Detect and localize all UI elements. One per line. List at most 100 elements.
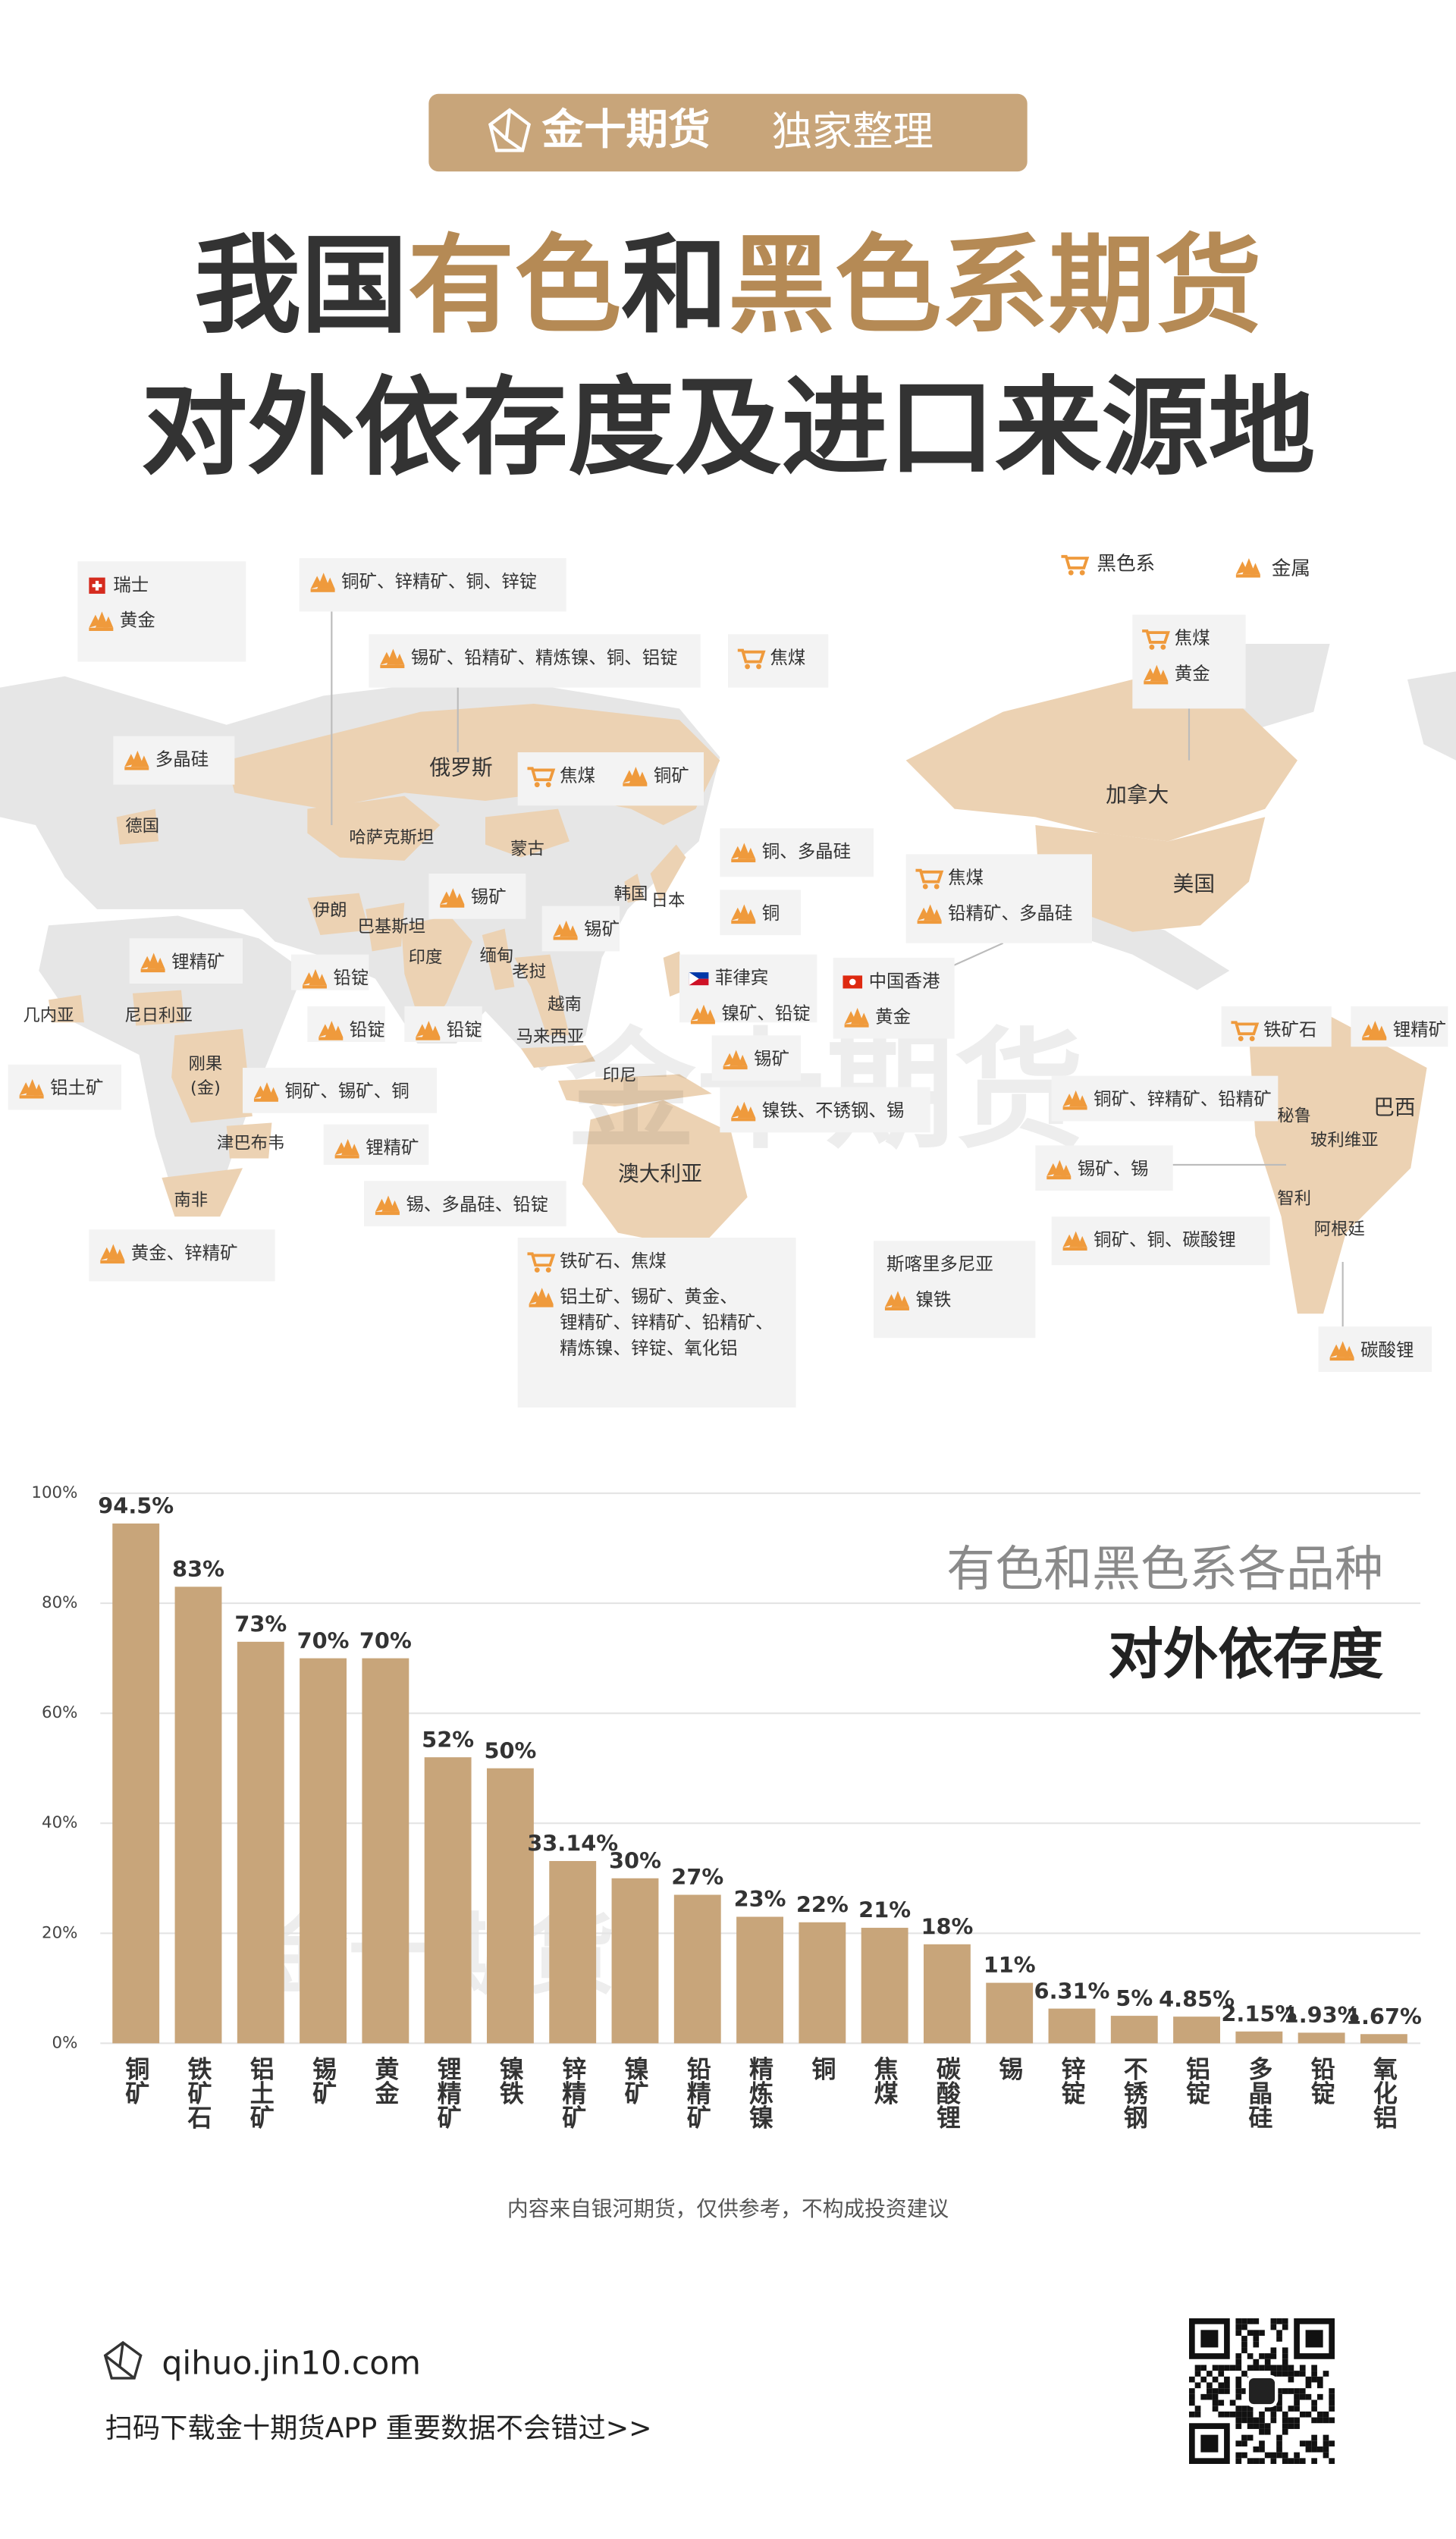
qr-cell xyxy=(1282,2388,1288,2394)
brand: 金十期货 xyxy=(542,106,711,155)
qr-cell xyxy=(1299,2388,1306,2394)
qr-cell xyxy=(1207,2388,1213,2394)
callout: 锡矿、铅精矿、精炼镍、铜、铝锭 xyxy=(369,634,701,688)
qr-cell xyxy=(1235,2452,1242,2459)
flag xyxy=(849,978,856,986)
callout-item: 锡、多晶硅、铅锭 xyxy=(406,1194,548,1215)
qr-cell xyxy=(1241,2440,1247,2446)
qr-cell xyxy=(1270,2411,1277,2418)
qr-cell xyxy=(1264,2359,1271,2365)
qr-finder xyxy=(1188,2423,1230,2465)
callout-title: 瑞士 xyxy=(113,574,149,595)
metal-icon xyxy=(100,1244,125,1264)
qr-cell xyxy=(1329,2406,1335,2412)
qr-cell xyxy=(1224,2365,1230,2371)
callout: 锡矿 xyxy=(428,873,526,919)
icon-part xyxy=(1077,1095,1087,1107)
callout-box xyxy=(243,1067,438,1113)
metal-icon xyxy=(1329,1341,1354,1361)
icon-part xyxy=(637,771,648,783)
qr-cell xyxy=(1282,2417,1288,2424)
icon-part xyxy=(858,1012,869,1025)
icon-part xyxy=(737,1101,751,1119)
qr-cell xyxy=(1218,2371,1225,2377)
icon-part xyxy=(1158,670,1169,682)
qr-cell xyxy=(1282,2371,1288,2377)
legend-label: 黑色系 xyxy=(1097,553,1155,576)
qr-cell xyxy=(1299,2365,1306,2371)
qr-cell xyxy=(1276,2365,1282,2371)
icon-part xyxy=(1142,629,1170,644)
world-map xyxy=(0,644,1456,1314)
qr-cell xyxy=(1235,2423,1242,2429)
qr-cell xyxy=(1218,2388,1225,2394)
qr-cell xyxy=(1264,2452,1271,2459)
qr-cell xyxy=(1270,2458,1277,2465)
qr-cell xyxy=(1212,2388,1219,2394)
flag xyxy=(689,978,709,986)
bar xyxy=(986,1982,1034,2044)
qr-cell xyxy=(1282,2452,1288,2459)
bar xyxy=(736,1916,783,2044)
callout-item: 黄金、锌精矿 xyxy=(131,1242,238,1263)
icon-part xyxy=(253,1098,278,1102)
metal-icon xyxy=(380,648,405,669)
callout-box xyxy=(517,1237,796,1408)
qr-cell xyxy=(1247,2330,1254,2337)
qr-cell xyxy=(1235,2324,1242,2330)
icon-part xyxy=(891,1291,905,1307)
bar xyxy=(1048,2008,1096,2044)
country-label: 印尼 xyxy=(603,1066,637,1085)
qr-cell xyxy=(1253,2446,1260,2453)
qr-cell xyxy=(1194,2406,1201,2412)
qr-cell xyxy=(1253,2318,1260,2324)
country-label: 哈萨克斯坦 xyxy=(349,828,434,848)
icon-part xyxy=(535,1288,549,1304)
title-line2: 对外依存度及进口来源地 xyxy=(141,365,1316,490)
bar xyxy=(549,1860,597,2044)
qr-cell xyxy=(1311,2406,1317,2412)
callout: 铁矿石 xyxy=(1221,1006,1332,1047)
qr-cell xyxy=(1276,2330,1282,2337)
callout-item: 焦煤 xyxy=(948,867,984,888)
qr-cell xyxy=(1194,2365,1201,2371)
icon-part xyxy=(375,1211,400,1216)
qr-cell xyxy=(1276,2440,1282,2446)
qr-cell xyxy=(1294,2399,1300,2406)
qr-cell xyxy=(1235,2330,1242,2337)
callout-item: 铅锭 xyxy=(447,1018,482,1040)
qr-cell xyxy=(1282,2359,1288,2365)
icon-part xyxy=(95,611,108,628)
metal-icon xyxy=(318,1021,344,1040)
icon-part xyxy=(745,909,756,921)
footer-logo xyxy=(103,2340,143,2380)
qr-cell xyxy=(1299,2393,1306,2400)
qr-cell xyxy=(1241,2452,1247,2459)
y-tick-label: 60% xyxy=(42,1703,77,1722)
qr-cell xyxy=(1294,2388,1300,2394)
icon-part xyxy=(430,1025,441,1037)
metal-icon xyxy=(1062,1090,1087,1110)
callout-box xyxy=(711,1035,801,1081)
qr-cell xyxy=(1276,2336,1282,2342)
qr-cell xyxy=(1282,2365,1288,2371)
value-label: 11% xyxy=(984,1952,1036,1978)
callout-item: 锡矿 xyxy=(754,1048,789,1069)
icon-part xyxy=(1046,1175,1072,1180)
y-tick-label: 100% xyxy=(31,1483,77,1502)
qr-cell xyxy=(1235,2458,1242,2465)
value-label: 94.5% xyxy=(98,1493,174,1519)
metal-icon xyxy=(623,767,648,786)
metal-icon xyxy=(416,1021,441,1040)
icon-part xyxy=(1061,554,1090,570)
icon-part xyxy=(884,1307,909,1310)
country-label: 老挝 xyxy=(512,962,546,982)
flag xyxy=(689,972,709,979)
qr-cell xyxy=(1247,2365,1254,2371)
bar xyxy=(1173,2016,1220,2044)
icon-part xyxy=(737,843,751,859)
qr-cell xyxy=(1299,2458,1306,2465)
metal-icon xyxy=(723,1050,748,1070)
qr-cell xyxy=(1264,2423,1271,2429)
